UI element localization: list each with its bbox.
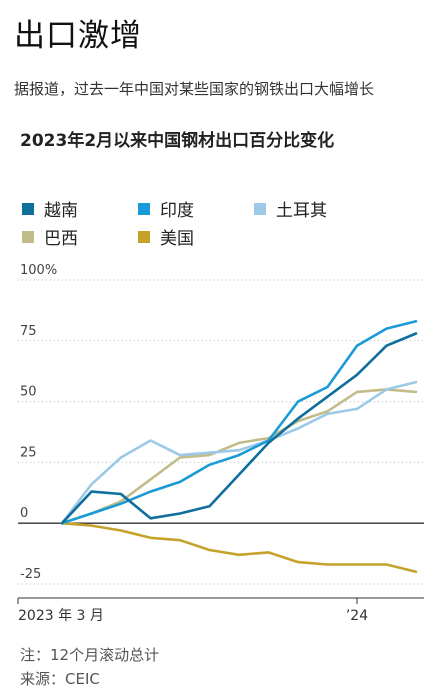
source-note: 来源：CEIC	[20, 670, 100, 688]
y-tick-label: 0	[20, 506, 28, 521]
y-tick-label: -25	[20, 567, 41, 582]
legend-item-turkey: 土耳其	[254, 196, 327, 221]
chart-title: 2023年2月以来中国钢材出口百分比变化	[20, 131, 335, 151]
legend-swatch-vietnam	[22, 202, 34, 215]
legend-swatch-turkey	[254, 202, 266, 215]
x-tick-label: ’24	[346, 608, 368, 622]
line-chart: 100% 75 50 25 0 -25 2023 年 3 月 ’24	[17, 263, 424, 622]
legend-label-brazil: 巴西	[44, 229, 78, 249]
footnote: 注：12个月滚动总计	[20, 646, 160, 664]
legend-item-usa: 美国	[138, 224, 194, 249]
page-title: 出口激增	[14, 18, 142, 54]
legend-label-usa: 美国	[160, 229, 194, 249]
series-line-4	[60, 521, 418, 574]
chart-legend: 越南 印度 土耳其 巴西 美国	[22, 196, 422, 252]
page-subtitle: 据报道，过去一年中国对某些国家的钢铁出口大幅增长	[14, 80, 375, 98]
y-tick-label: 50	[20, 385, 37, 400]
legend-swatch-india	[138, 202, 150, 215]
legend-swatch-brazil	[22, 230, 34, 243]
y-tick-label: 100%	[20, 263, 57, 278]
y-tick-label: 75	[20, 324, 37, 339]
y-tick-label: 25	[20, 445, 37, 460]
series-line-0	[60, 332, 418, 525]
series-line-2	[60, 380, 418, 525]
series-line-3	[60, 388, 418, 525]
series-line-1	[60, 320, 418, 525]
x-tick-label: 2023 年 3 月	[18, 608, 104, 622]
legend-label-india: 印度	[160, 201, 194, 221]
legend-label-vietnam: 越南	[44, 201, 78, 221]
legend-swatch-usa	[138, 230, 150, 243]
legend-item-india: 印度	[138, 196, 194, 221]
legend-item-vietnam: 越南	[22, 196, 78, 221]
legend-item-brazil: 巴西	[22, 224, 78, 249]
legend-label-turkey: 土耳其	[276, 201, 327, 221]
